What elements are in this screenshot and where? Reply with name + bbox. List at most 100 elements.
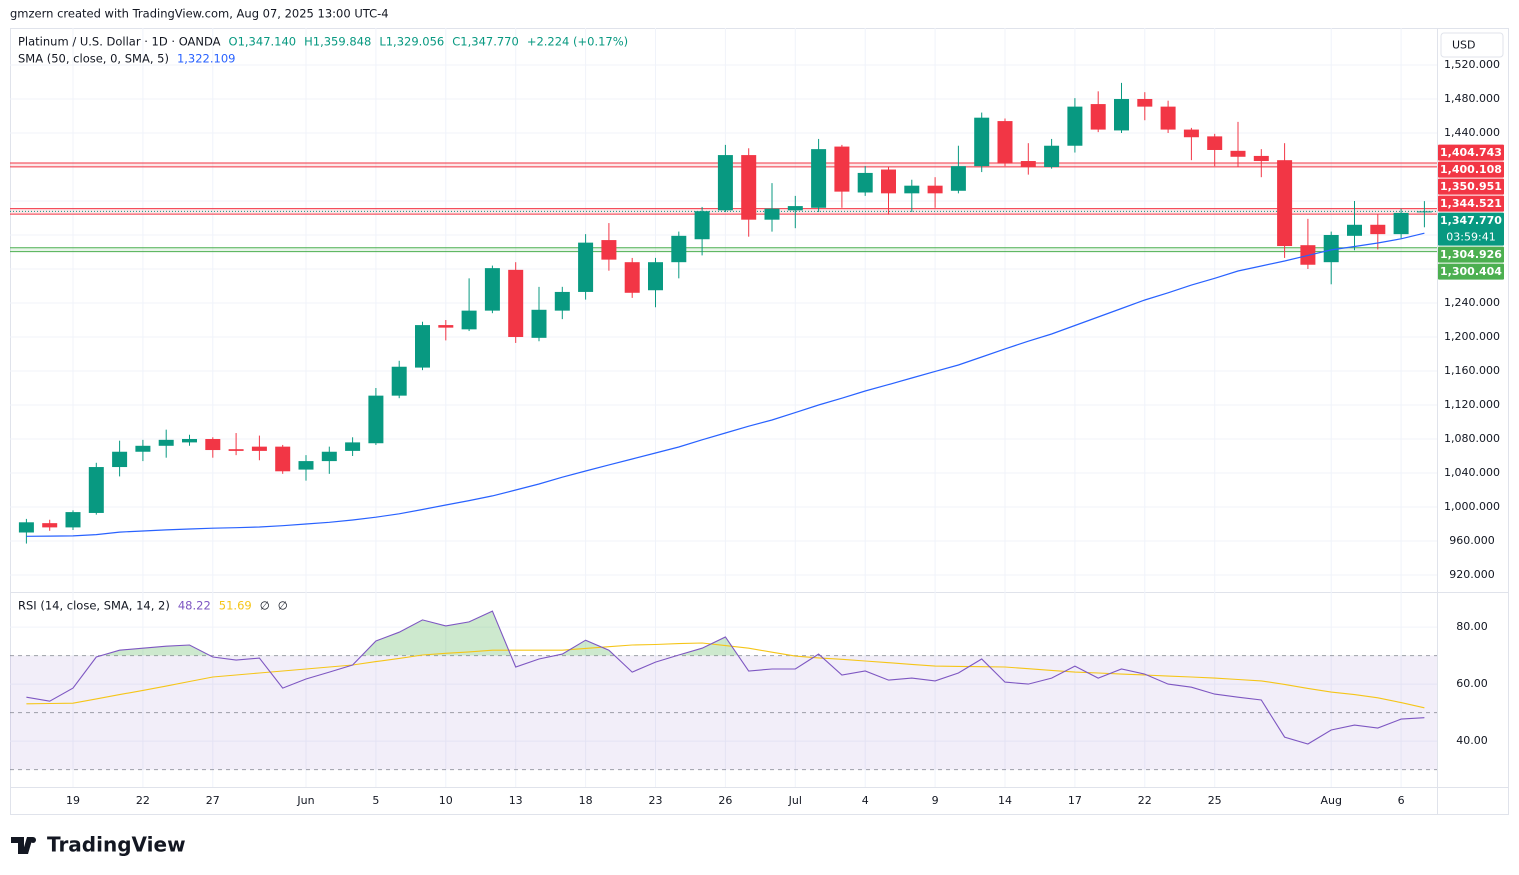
currency[interactable]: USD [1452, 39, 1476, 52]
y-tick-label: 960.000 [1449, 534, 1495, 547]
candle-body [1183, 129, 1199, 138]
price-tag-label: 1,300.404 [1440, 265, 1502, 278]
candle-body [18, 522, 34, 533]
candle-body [415, 325, 430, 368]
level-zone [10, 208, 1437, 215]
candle-body [927, 185, 943, 194]
price-tag [1438, 178, 1504, 195]
price-tag-label: 1,344.521 [1440, 197, 1502, 210]
levels [10, 162, 1437, 771]
y-tick-label: 920.000 [1449, 568, 1495, 581]
x-tick-label: 23 [649, 794, 663, 807]
attribution: gmzern created with TradingView.com, Aug… [10, 7, 389, 21]
x-tick-label: 22 [136, 794, 150, 807]
candle-body [834, 146, 850, 192]
y-tick-label: 40.00 [1456, 734, 1488, 747]
rsi-line [26, 610, 1425, 745]
x-tick-label: Aug [1320, 794, 1341, 807]
candle-body [764, 208, 780, 220]
candle-body [228, 449, 244, 451]
x-tick-label: 22 [1138, 794, 1152, 807]
x-tick-label: 13 [509, 794, 523, 807]
x-tick-label: 10 [439, 794, 453, 807]
candle-body [251, 446, 267, 451]
rsi-line [26, 642, 1425, 709]
candle-body [298, 461, 314, 470]
legend-indicator-value: 1,322.109 [177, 52, 236, 66]
y-tick-label: 1,480.000 [1444, 92, 1500, 105]
x-tick-label: 25 [1208, 794, 1222, 807]
candle-body [554, 291, 570, 311]
candle-body [1067, 106, 1083, 146]
y-tick-label: 1,000.000 [1444, 500, 1500, 513]
candle-body [950, 166, 966, 191]
price-tag-label: 1,304.926 [1440, 248, 1502, 261]
candle-body [881, 169, 896, 194]
candle-body [1253, 155, 1269, 162]
x-tick-label: 9 [932, 794, 939, 807]
candle-body [275, 446, 291, 472]
logo: TradingView [11, 833, 186, 857]
legend-title: Platinum / U.S. Dollar · 1D · OANDA [18, 35, 221, 49]
marks [18, 82, 1432, 745]
y-tick-label: 1,120.000 [1444, 398, 1500, 411]
candle-body [1393, 212, 1409, 235]
candle-body [158, 439, 174, 446]
candle-body [135, 445, 151, 452]
overbought-fill [101, 611, 821, 656]
candle-body [671, 235, 687, 263]
candle-body [1416, 211, 1432, 213]
candle-body [997, 121, 1013, 164]
legend-value: 48.22 [178, 599, 211, 613]
candle-body [438, 325, 454, 328]
y-tick-label: 1,160.000 [1444, 364, 1500, 377]
price-tag-label: 1,350.951 [1440, 180, 1502, 193]
level-zone [10, 247, 1437, 252]
candle-body [1090, 104, 1106, 130]
x-tick-label: 18 [579, 794, 593, 807]
candle-body [321, 451, 337, 462]
candle-body [1020, 161, 1036, 167]
candle-body [904, 185, 920, 194]
logo-dot [30, 837, 36, 843]
legend-extra: ∅ [278, 599, 288, 613]
currency-button[interactable] [1440, 32, 1504, 58]
candle-body [1230, 150, 1246, 157]
candle-body [1277, 160, 1293, 247]
price-tag [1438, 212, 1504, 246]
x-tick-label: 26 [718, 794, 732, 807]
sma-line [26, 232, 1425, 537]
candle-body [648, 262, 663, 291]
y-tick-label: 1,240.000 [1444, 296, 1500, 309]
x-tick-label: 19 [66, 794, 80, 807]
legend-title: RSI (14, close, SMA, 14, 2) [18, 599, 170, 613]
x-tick-label: 6 [1398, 794, 1405, 807]
grid [10, 28, 1437, 787]
candle-body [694, 211, 710, 240]
candle-body [578, 242, 594, 292]
legend-change: +2.224 (+0.17%) [527, 35, 628, 49]
logo-icon [11, 837, 33, 854]
chart-frame [10, 28, 1509, 815]
candle-body [508, 269, 524, 337]
legend-value: 51.69 [219, 599, 252, 613]
legend-indicator: SMA (50, close, 0, SMA, 5) [18, 52, 169, 66]
axes: 920.000 960.000 1,000.000 1,040.000 1,080.00… [18, 35, 1504, 807]
price-tag [1438, 263, 1504, 280]
y-tick-label: 1,200.000 [1444, 330, 1500, 343]
candle-body [974, 117, 990, 167]
logo-text: TradingView [47, 833, 186, 857]
candle-body [88, 467, 104, 513]
candle-body [391, 366, 407, 396]
candle-body [1044, 145, 1060, 167]
candle-body [42, 523, 58, 528]
candle-body [484, 268, 500, 311]
price-tag [1438, 246, 1504, 263]
candle-body [717, 155, 733, 211]
candle-body [1114, 98, 1129, 131]
y-tick-label: 60.00 [1456, 677, 1488, 690]
candle-body [1347, 224, 1362, 236]
candle-body [601, 240, 617, 260]
